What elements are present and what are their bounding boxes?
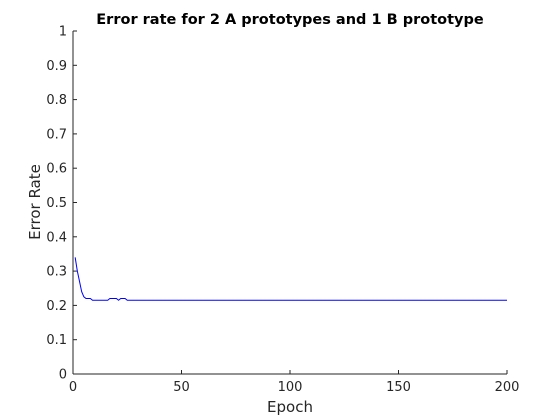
x-axis-label: Epoch [267, 398, 313, 416]
y-tick-label: 0.2 [46, 299, 67, 314]
y-tick-label: 0.6 [46, 162, 67, 177]
plot-area [73, 31, 507, 374]
y-tick-label: 0 [59, 368, 67, 383]
x-ticks: 0 50 100 150 200 [69, 370, 520, 395]
y-tick-label: 0.9 [46, 59, 67, 74]
y-tick-label: 0.3 [46, 265, 67, 280]
x-tick-label: 100 [278, 380, 303, 395]
error-rate-series-line [74, 257, 507, 301]
y-tick-label: 0.5 [46, 196, 67, 211]
y-ticks: 0 0.1 0.2 0.3 0.4 0.5 0.6 0.7 0.8 0.9 1 [46, 25, 77, 383]
x-tick-label: 0 [69, 380, 77, 395]
y-tick-label: 0.8 [46, 93, 67, 108]
x-tick-label: 150 [386, 380, 411, 395]
y-tick-label: 0.1 [46, 333, 67, 348]
y-tick-label: 1 [59, 25, 67, 40]
series-layer [74, 257, 507, 301]
chart-title: Error rate for 2 A prototypes and 1 B pr… [96, 12, 484, 28]
x-tick-label: 200 [495, 380, 520, 395]
x-tick-label: 50 [173, 380, 190, 395]
y-tick-label: 0.4 [46, 230, 67, 245]
y-tick-label: 0.7 [46, 127, 67, 142]
y-axis-label: Error Rate [26, 164, 44, 240]
